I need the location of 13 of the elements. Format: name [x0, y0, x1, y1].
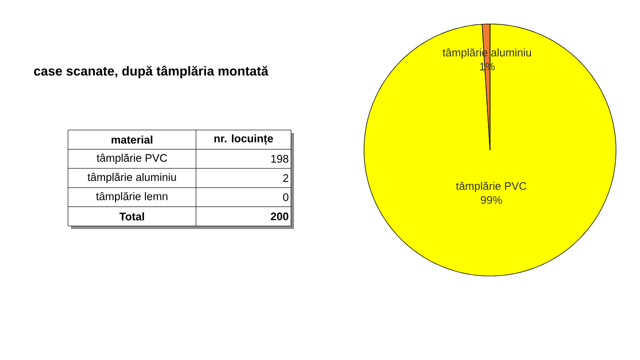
data-label: 198: [271, 154, 288, 163]
text: material: [112, 136, 152, 144]
category-label: tâmplărie aluminiu: [88, 172, 176, 184]
text: Total: [119, 212, 144, 220]
slice-label: tâmplărie PVC: [456, 182, 526, 192]
category-label: tâmplărie lemn: [96, 192, 168, 202]
category-label: tâmplărie PVC: [96, 154, 168, 164]
data-label: 2: [283, 174, 288, 182]
text: 200: [270, 212, 288, 220]
text: nr. locuințe: [214, 134, 273, 145]
data-label: 99%: [480, 196, 502, 204]
text: case scanate, după tâmplăria montată: [34, 66, 268, 78]
data-label: 0: [283, 193, 288, 202]
